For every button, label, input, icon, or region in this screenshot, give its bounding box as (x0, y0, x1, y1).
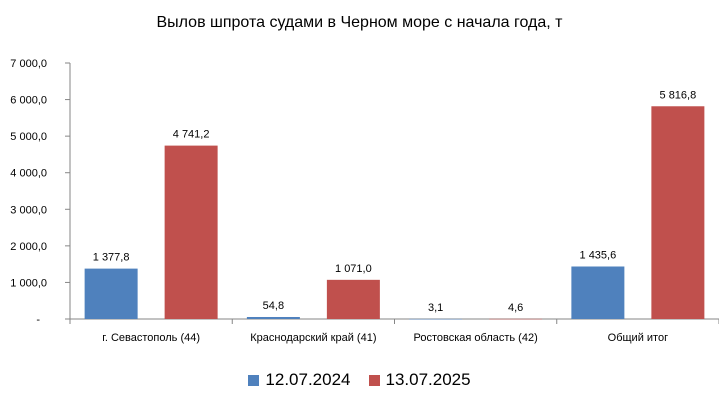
legend-label-series-1: 12.07.2024 (265, 370, 351, 389)
y-tick-label: 6 000,0 (10, 95, 47, 107)
x-tick-label: г. Севастополь (44) (102, 332, 200, 344)
y-tick-label: 4 000,0 (10, 168, 47, 180)
bar-series-1 (246, 316, 300, 319)
x-tick-label: Краснодарский край (41) (250, 332, 376, 344)
data-label: 3,1 (428, 302, 443, 314)
bar-series-2 (326, 279, 380, 319)
data-label: 1 071,0 (335, 263, 372, 275)
bar-series-1 (571, 266, 625, 319)
bar-series-2 (164, 145, 218, 319)
bar-series-1 (84, 268, 138, 319)
legend-label-series-2: 13.07.2025 (385, 370, 471, 389)
y-tick-label: 2 000,0 (10, 241, 47, 253)
y-tick-label: 1 000,0 (10, 277, 47, 289)
y-tick-label: 7 000,0 (10, 58, 47, 70)
legend-item-series-1: 12.07.2024 (248, 370, 351, 390)
data-label: 1 377,8 (93, 252, 130, 264)
y-tick-label: 3 000,0 (10, 204, 47, 216)
bar-series-1 (409, 318, 463, 320)
legend-item-series-2: 13.07.2025 (368, 370, 471, 390)
x-tick-label: Ростовская область (42) (413, 332, 537, 344)
legend: 12.07.2024 13.07.2025 (0, 370, 719, 390)
y-tick-label: 5 000,0 (10, 131, 47, 143)
bar-series-2 (489, 318, 543, 320)
legend-swatch-series-2 (368, 374, 380, 386)
data-label: 4,6 (508, 302, 523, 314)
bar-series-2 (651, 106, 705, 319)
data-label: 54,8 (263, 300, 284, 312)
y-tick-label: - (36, 314, 40, 326)
chart-title: Вылов шпрота судами в Черном море с нача… (156, 14, 563, 31)
data-label: 4 741,2 (173, 129, 210, 141)
data-label: 1 435,6 (580, 249, 617, 261)
legend-swatch-series-1 (248, 374, 260, 386)
data-label: 5 816,8 (660, 89, 697, 101)
x-tick-label: Общий итог (608, 332, 668, 344)
